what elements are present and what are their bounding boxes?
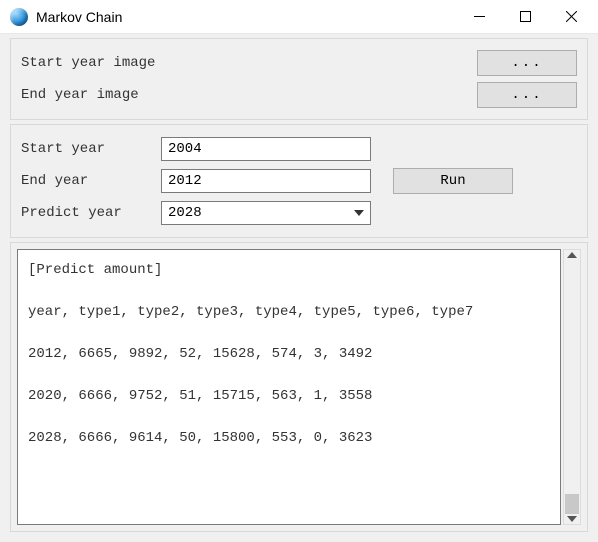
- params-panel: Start year 2004 End year 2012 Run Predic…: [10, 124, 588, 238]
- minimize-button[interactable]: [456, 1, 502, 33]
- predict-year-label: Predict year: [21, 205, 161, 221]
- close-icon: [566, 11, 577, 22]
- maximize-icon: [520, 11, 531, 22]
- end-image-label: End year image: [21, 87, 477, 103]
- app-icon: [10, 8, 28, 26]
- end-image-row: End year image ...: [21, 79, 577, 111]
- predict-year-select[interactable]: 2028: [161, 201, 371, 225]
- scroll-up-icon: [567, 252, 577, 258]
- end-image-browse-button[interactable]: ...: [477, 82, 577, 108]
- start-year-label: Start year: [21, 141, 161, 157]
- image-panel: Start year image ... End year image ...: [10, 38, 588, 120]
- minimize-icon: [474, 11, 485, 22]
- start-image-browse-button[interactable]: ...: [477, 50, 577, 76]
- maximize-button[interactable]: [502, 1, 548, 33]
- predict-year-row: Predict year 2028: [21, 197, 577, 229]
- output-textarea[interactable]: [Predict amount] year, type1, type2, typ…: [17, 249, 561, 525]
- app-window: Markov Chain Start year image ... End ye…: [0, 0, 598, 542]
- end-year-input[interactable]: 2012: [161, 169, 371, 193]
- output-scrollbar[interactable]: [563, 249, 581, 525]
- start-image-label: Start year image: [21, 55, 477, 71]
- output-panel: [Predict amount] year, type1, type2, typ…: [10, 242, 588, 532]
- end-year-label: End year: [21, 173, 161, 189]
- chevron-down-icon: [354, 210, 364, 216]
- scroll-down-icon: [567, 516, 577, 522]
- start-year-row: Start year 2004: [21, 133, 577, 165]
- start-year-input[interactable]: 2004: [161, 137, 371, 161]
- end-year-row: End year 2012 Run: [21, 165, 577, 197]
- client-area: Start year image ... End year image ... …: [0, 34, 598, 542]
- titlebar: Markov Chain: [0, 0, 598, 34]
- run-button[interactable]: Run: [393, 168, 513, 194]
- predict-year-value: 2028: [168, 205, 354, 221]
- scroll-thumb[interactable]: [565, 494, 579, 514]
- window-controls: [456, 1, 594, 33]
- window-title: Markov Chain: [36, 9, 456, 25]
- close-button[interactable]: [548, 1, 594, 33]
- start-image-row: Start year image ...: [21, 47, 577, 79]
